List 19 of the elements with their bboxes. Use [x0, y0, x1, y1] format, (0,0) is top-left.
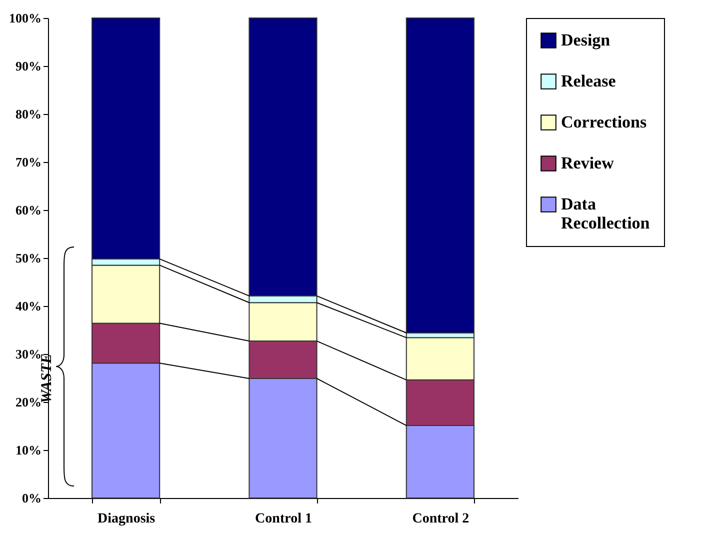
y-tick-label: 70% — [16, 154, 42, 170]
y-tick-label: 60% — [16, 202, 42, 218]
legend-label: Corrections — [561, 112, 647, 132]
x-tick-label: Control 1 — [255, 512, 312, 526]
x-tick-label: Control 2 — [412, 512, 470, 526]
y-tick-label: 10% — [16, 442, 42, 458]
y-tick-label: 40% — [16, 298, 42, 314]
legend-label: Data Recollection — [561, 194, 650, 232]
legend-label: Review — [561, 154, 615, 172]
y-tick-label: 100% — [9, 10, 42, 26]
y-tick-label: 30% — [16, 346, 42, 362]
legend-label: Release — [561, 72, 616, 90]
x-tick-label: Diagnosis — [98, 512, 156, 526]
y-tick-label: 0% — [22, 490, 42, 506]
y-tick-label: 90% — [16, 58, 42, 74]
legend-label: Design — [561, 30, 611, 50]
y-tick-label: 50% — [16, 250, 42, 266]
y-tick-label: 20% — [16, 394, 42, 410]
y-tick-label: 80% — [16, 106, 42, 122]
